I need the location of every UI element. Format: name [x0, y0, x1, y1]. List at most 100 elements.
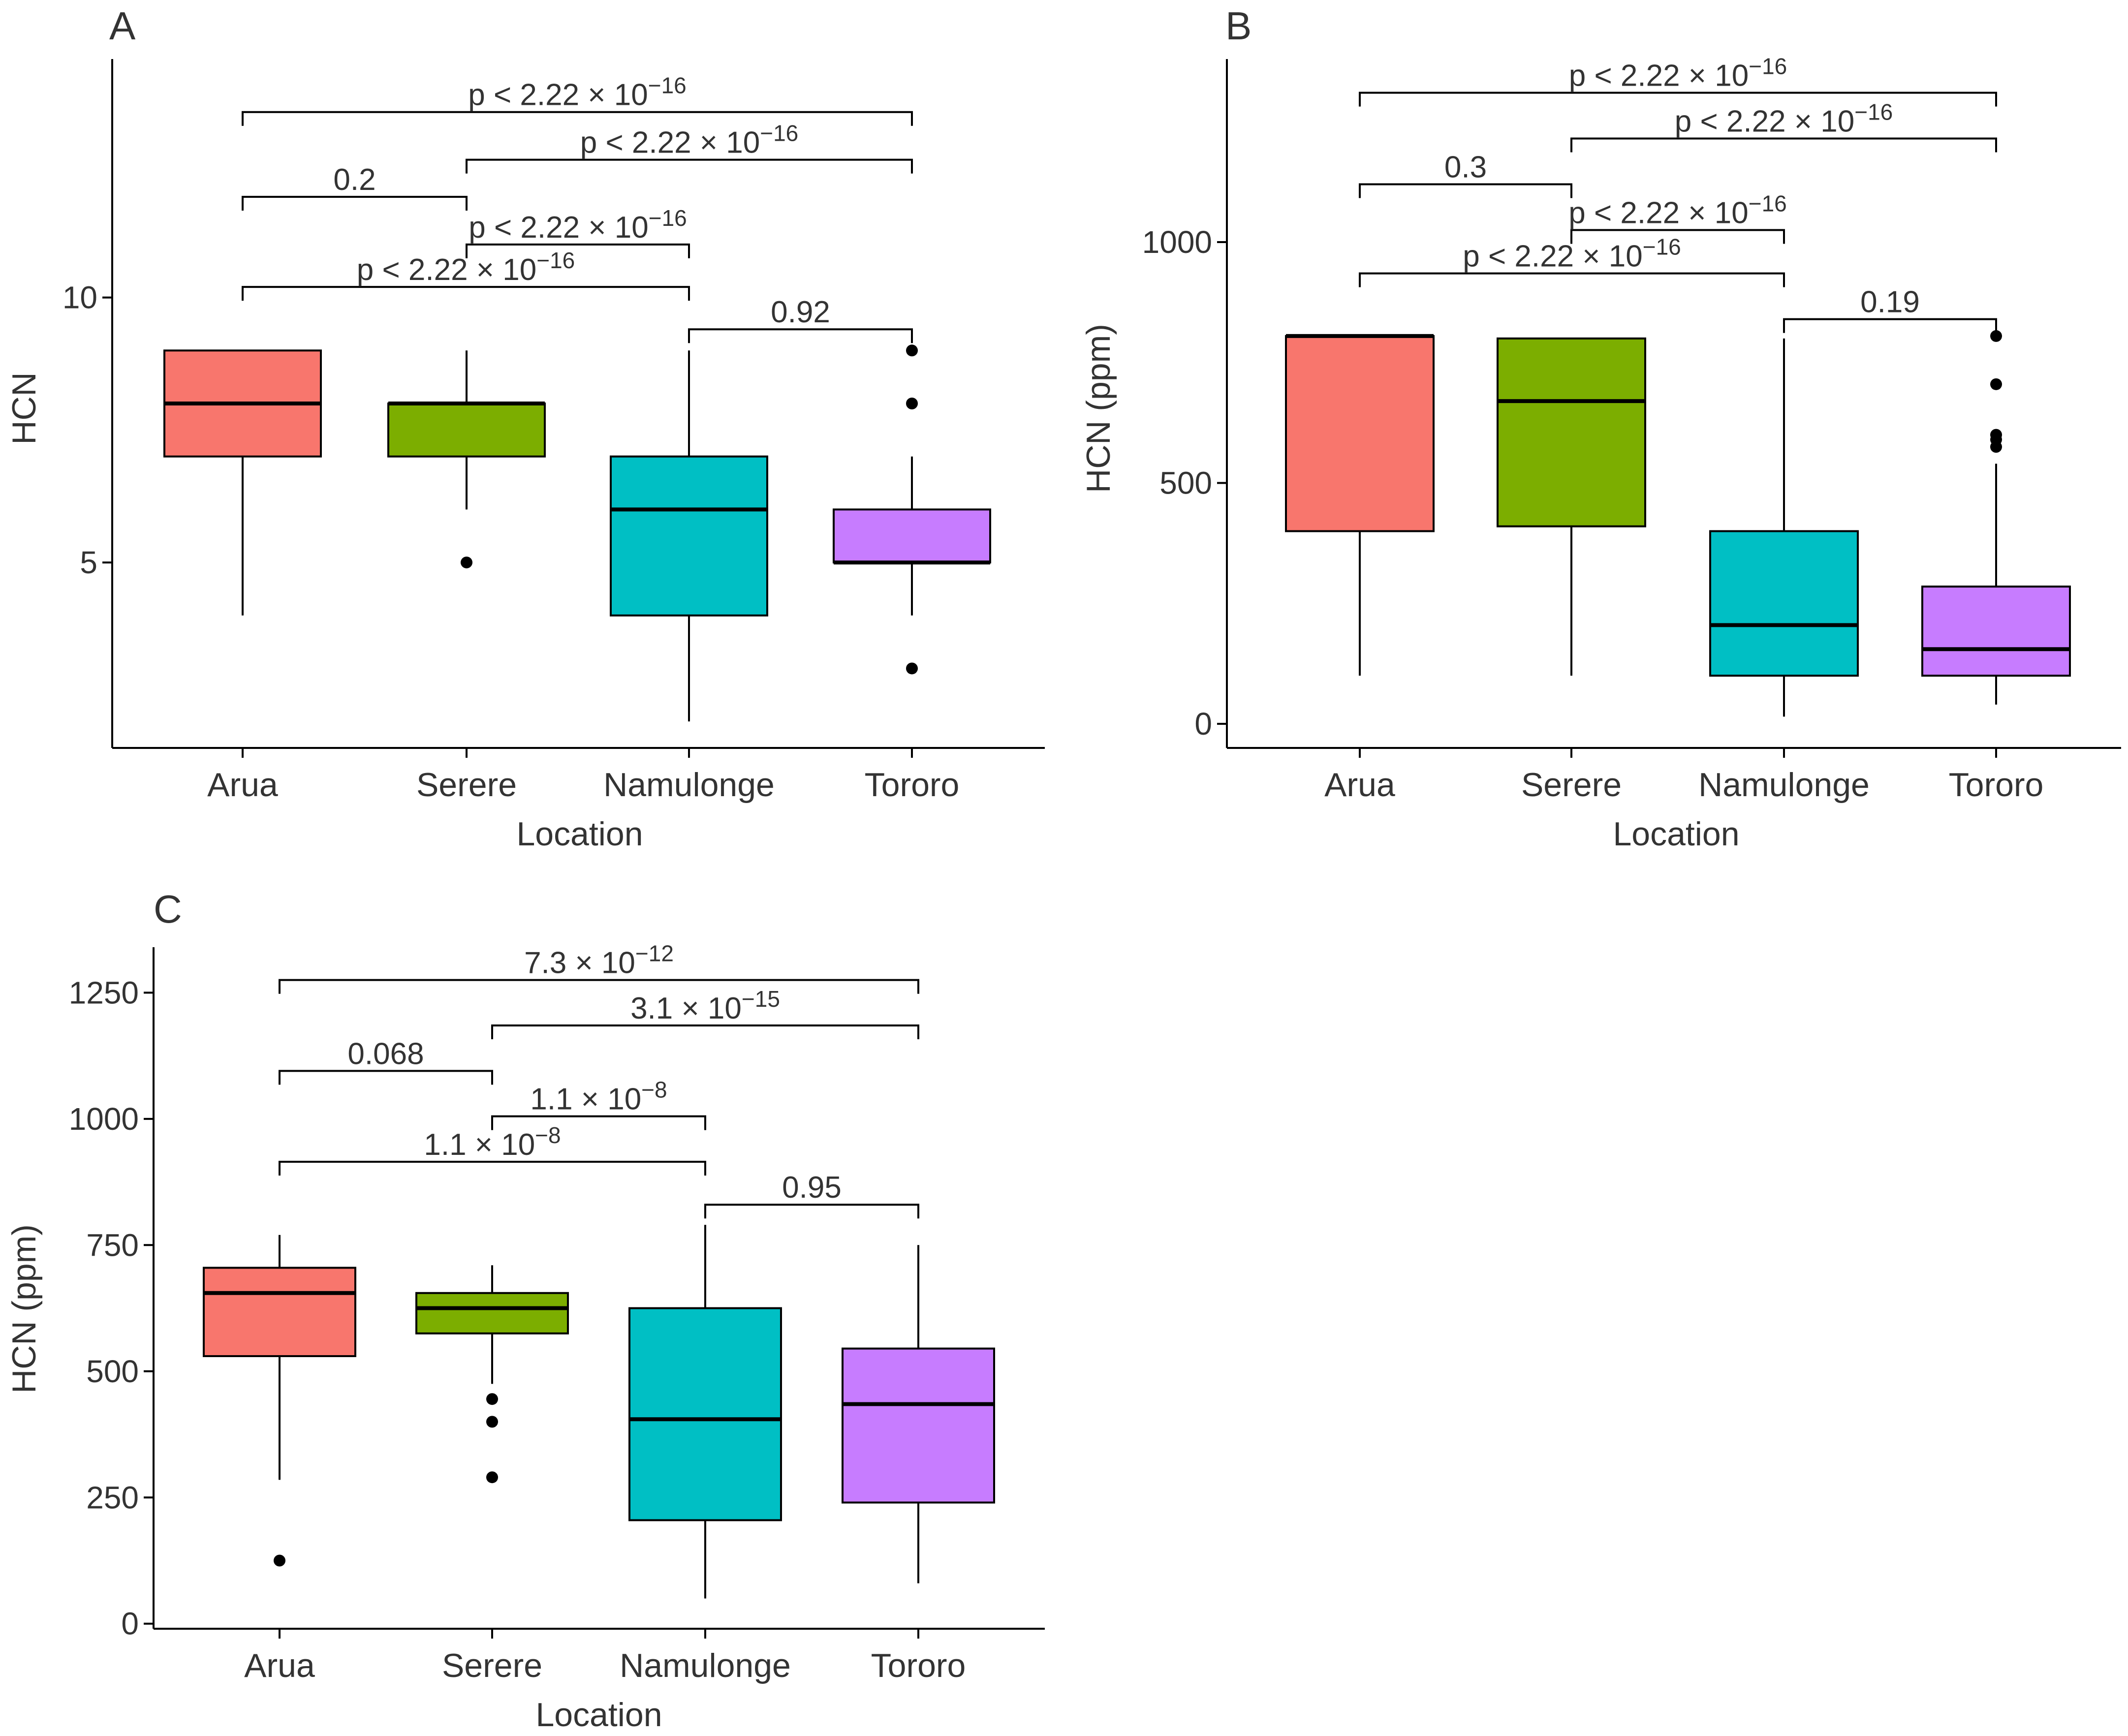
bracket-p-value: 7.3 × 10−12	[524, 941, 674, 980]
panel-c-comparison-bracket: 0.068	[279, 1037, 493, 1085]
p-value-base: p < 2.22 × 10	[1675, 105, 1854, 139]
iqr-box	[610, 455, 768, 617]
panel-a-box-serere	[387, 350, 546, 569]
iqr-box	[628, 1307, 782, 1521]
panel-b-x-tick-label: Serere	[1521, 766, 1622, 804]
p-value-base: p < 2.22 × 10	[580, 126, 760, 160]
panel-c-comparison-bracket: 7.3 × 10−12	[279, 941, 919, 994]
bracket-line	[279, 979, 919, 994]
panel-c-y-tick-label: 0	[121, 1606, 139, 1642]
p-value-base: 0.3	[1444, 151, 1487, 185]
iqr-box	[415, 1292, 569, 1334]
panel-b-letter: B	[1225, 4, 1252, 48]
panel-a-comparison-bracket: p < 2.22 × 10−16	[242, 248, 690, 301]
panel-a-box-namulonge	[610, 350, 768, 722]
p-value-base: 1.1 × 10	[530, 1083, 641, 1116]
p-value-base: 0.92	[771, 295, 830, 329]
p-value-base: p < 2.22 × 10	[357, 253, 536, 287]
panel-b-box-namulonge	[1709, 338, 1859, 717]
panel-b-comparison-bracket: p < 2.22 × 10−16	[1359, 54, 1997, 107]
bracket-line	[1359, 183, 1572, 198]
p-value-base: 3.1 × 10	[630, 992, 742, 1025]
panel-a-box-arua	[163, 349, 322, 616]
bracket-p-value: p < 2.22 × 10−16	[1569, 54, 1787, 93]
iqr-box	[1497, 337, 1646, 527]
bracket-p-value: p < 2.22 × 10−16	[1675, 99, 1893, 139]
outlier-point	[906, 662, 918, 675]
p-value-base: p < 2.22 × 10	[1568, 196, 1748, 230]
panel-c-y-axis-label: HCN (ppm)	[5, 1224, 43, 1394]
bracket-p-value: p < 2.22 × 10−16	[1463, 234, 1681, 274]
p-value-exponent: −16	[760, 121, 798, 146]
outlier-point	[1990, 429, 2002, 441]
bracket-line	[491, 1024, 919, 1040]
panel-b-box-serere	[1497, 337, 1646, 676]
panel-a-comparison-bracket: 0.2	[242, 163, 468, 211]
iqr-box	[203, 1267, 356, 1357]
panel-b-x-tick-label: Tororo	[1949, 766, 2044, 804]
bracket-p-value: p < 2.22 × 10−16	[469, 205, 687, 245]
panel-b-y-tick-label: 1000	[1142, 224, 1212, 260]
bracket-p-value: 0.95	[782, 1171, 842, 1205]
p-value-exponent: −16	[1643, 234, 1681, 260]
panel-b-comparison-bracket: p < 2.22 × 10−16	[1359, 234, 1785, 287]
panel-b-y-axis-label: HCN (ppm)	[1080, 324, 1117, 493]
panel-a-x-tick-label: Namulonge	[603, 766, 775, 804]
bracket-line	[279, 1161, 706, 1176]
panel-c-x-tick-label: Serere	[442, 1647, 542, 1684]
panel-a-x-axis-label: Location	[516, 815, 643, 853]
panel-c-comparison-bracket: 1.1 × 10−8	[279, 1122, 706, 1176]
panel-b-x-tick-label: Arua	[1324, 766, 1395, 804]
panel-b-box-arua	[1285, 334, 1435, 676]
p-value-base: p < 2.22 × 10	[468, 78, 648, 112]
outlier-point	[1990, 378, 2002, 390]
panel-b-comparison-bracket: 0.3	[1359, 151, 1572, 198]
outlier-point	[906, 344, 918, 357]
bracket-p-value: p < 2.22 × 10−16	[357, 248, 575, 287]
panel-b-comparison-bracket: p < 2.22 × 10−16	[1570, 99, 1997, 153]
bracket-line	[242, 196, 468, 211]
panel-a-comparison-bracket: p < 2.22 × 10−16	[242, 73, 913, 126]
bracket-p-value: 1.1 × 10−8	[530, 1077, 667, 1116]
bracket-p-value: 0.92	[771, 295, 830, 329]
panel-a-y-tick-label: 5	[80, 545, 97, 580]
p-value-base: 0.19	[1860, 285, 1920, 319]
bracket-line	[1783, 318, 1997, 333]
panel-c-box-namulonge	[628, 1225, 782, 1599]
panel-c-y-tick-label: 1000	[69, 1101, 139, 1137]
panel-c-x-tick-label: Tororo	[871, 1647, 966, 1684]
panel-b: B 0 500 1000 HCN (ppm) Arua Serere Namulonge To…	[1080, 4, 2121, 853]
bracket-line	[466, 158, 913, 174]
p-value-exponent: −8	[641, 1077, 667, 1103]
outlier-point	[486, 1471, 498, 1484]
panel-c-letter: C	[154, 887, 182, 931]
p-value-base: 0.95	[782, 1171, 842, 1205]
outlier-point	[486, 1416, 498, 1428]
bracket-p-value: 0.19	[1860, 285, 1920, 319]
bracket-p-value: 3.1 × 10−15	[630, 986, 780, 1025]
bracket-line	[1570, 137, 1997, 153]
panel-c-comparison-bracket: 0.95	[704, 1171, 919, 1219]
panel-a-comparison-bracket: p < 2.22 × 10−16	[466, 121, 913, 174]
panel-b-comparison-bracket: p < 2.22 × 10−16	[1568, 191, 1787, 244]
panel-a-x-tick-label: Tororo	[865, 766, 960, 804]
panel-c-x-tick-label: Namulonge	[620, 1647, 791, 1684]
bracket-line	[242, 286, 690, 301]
panel-c-x-tick-label: Arua	[244, 1647, 315, 1684]
panel-a-box-tororo	[833, 344, 991, 675]
bracket-p-value: p < 2.22 × 10−16	[468, 73, 686, 112]
panel-c-x-axis-label: Location	[535, 1696, 662, 1734]
bracket-line	[466, 243, 690, 258]
p-value-exponent: −16	[649, 205, 687, 231]
iqr-box	[1921, 586, 2071, 677]
p-value-base: 0.068	[347, 1037, 424, 1071]
panel-a-comparison-bracket: 0.92	[688, 295, 913, 343]
bracket-p-value: 0.3	[1444, 151, 1487, 185]
bracket-line	[1570, 229, 1785, 244]
panel-a-letter: A	[109, 4, 136, 48]
panel-b-comparison-bracket: 0.19	[1783, 285, 1997, 333]
panel-c: C 0 250 500 750 1000 1250 HCN (ppm) Arua Serere N…	[5, 887, 1045, 1734]
panel-a: A 5 10 HCN Arua Serere Namulonge Tororo Locatio…	[5, 4, 1045, 853]
p-value-exponent: −12	[635, 941, 674, 966]
